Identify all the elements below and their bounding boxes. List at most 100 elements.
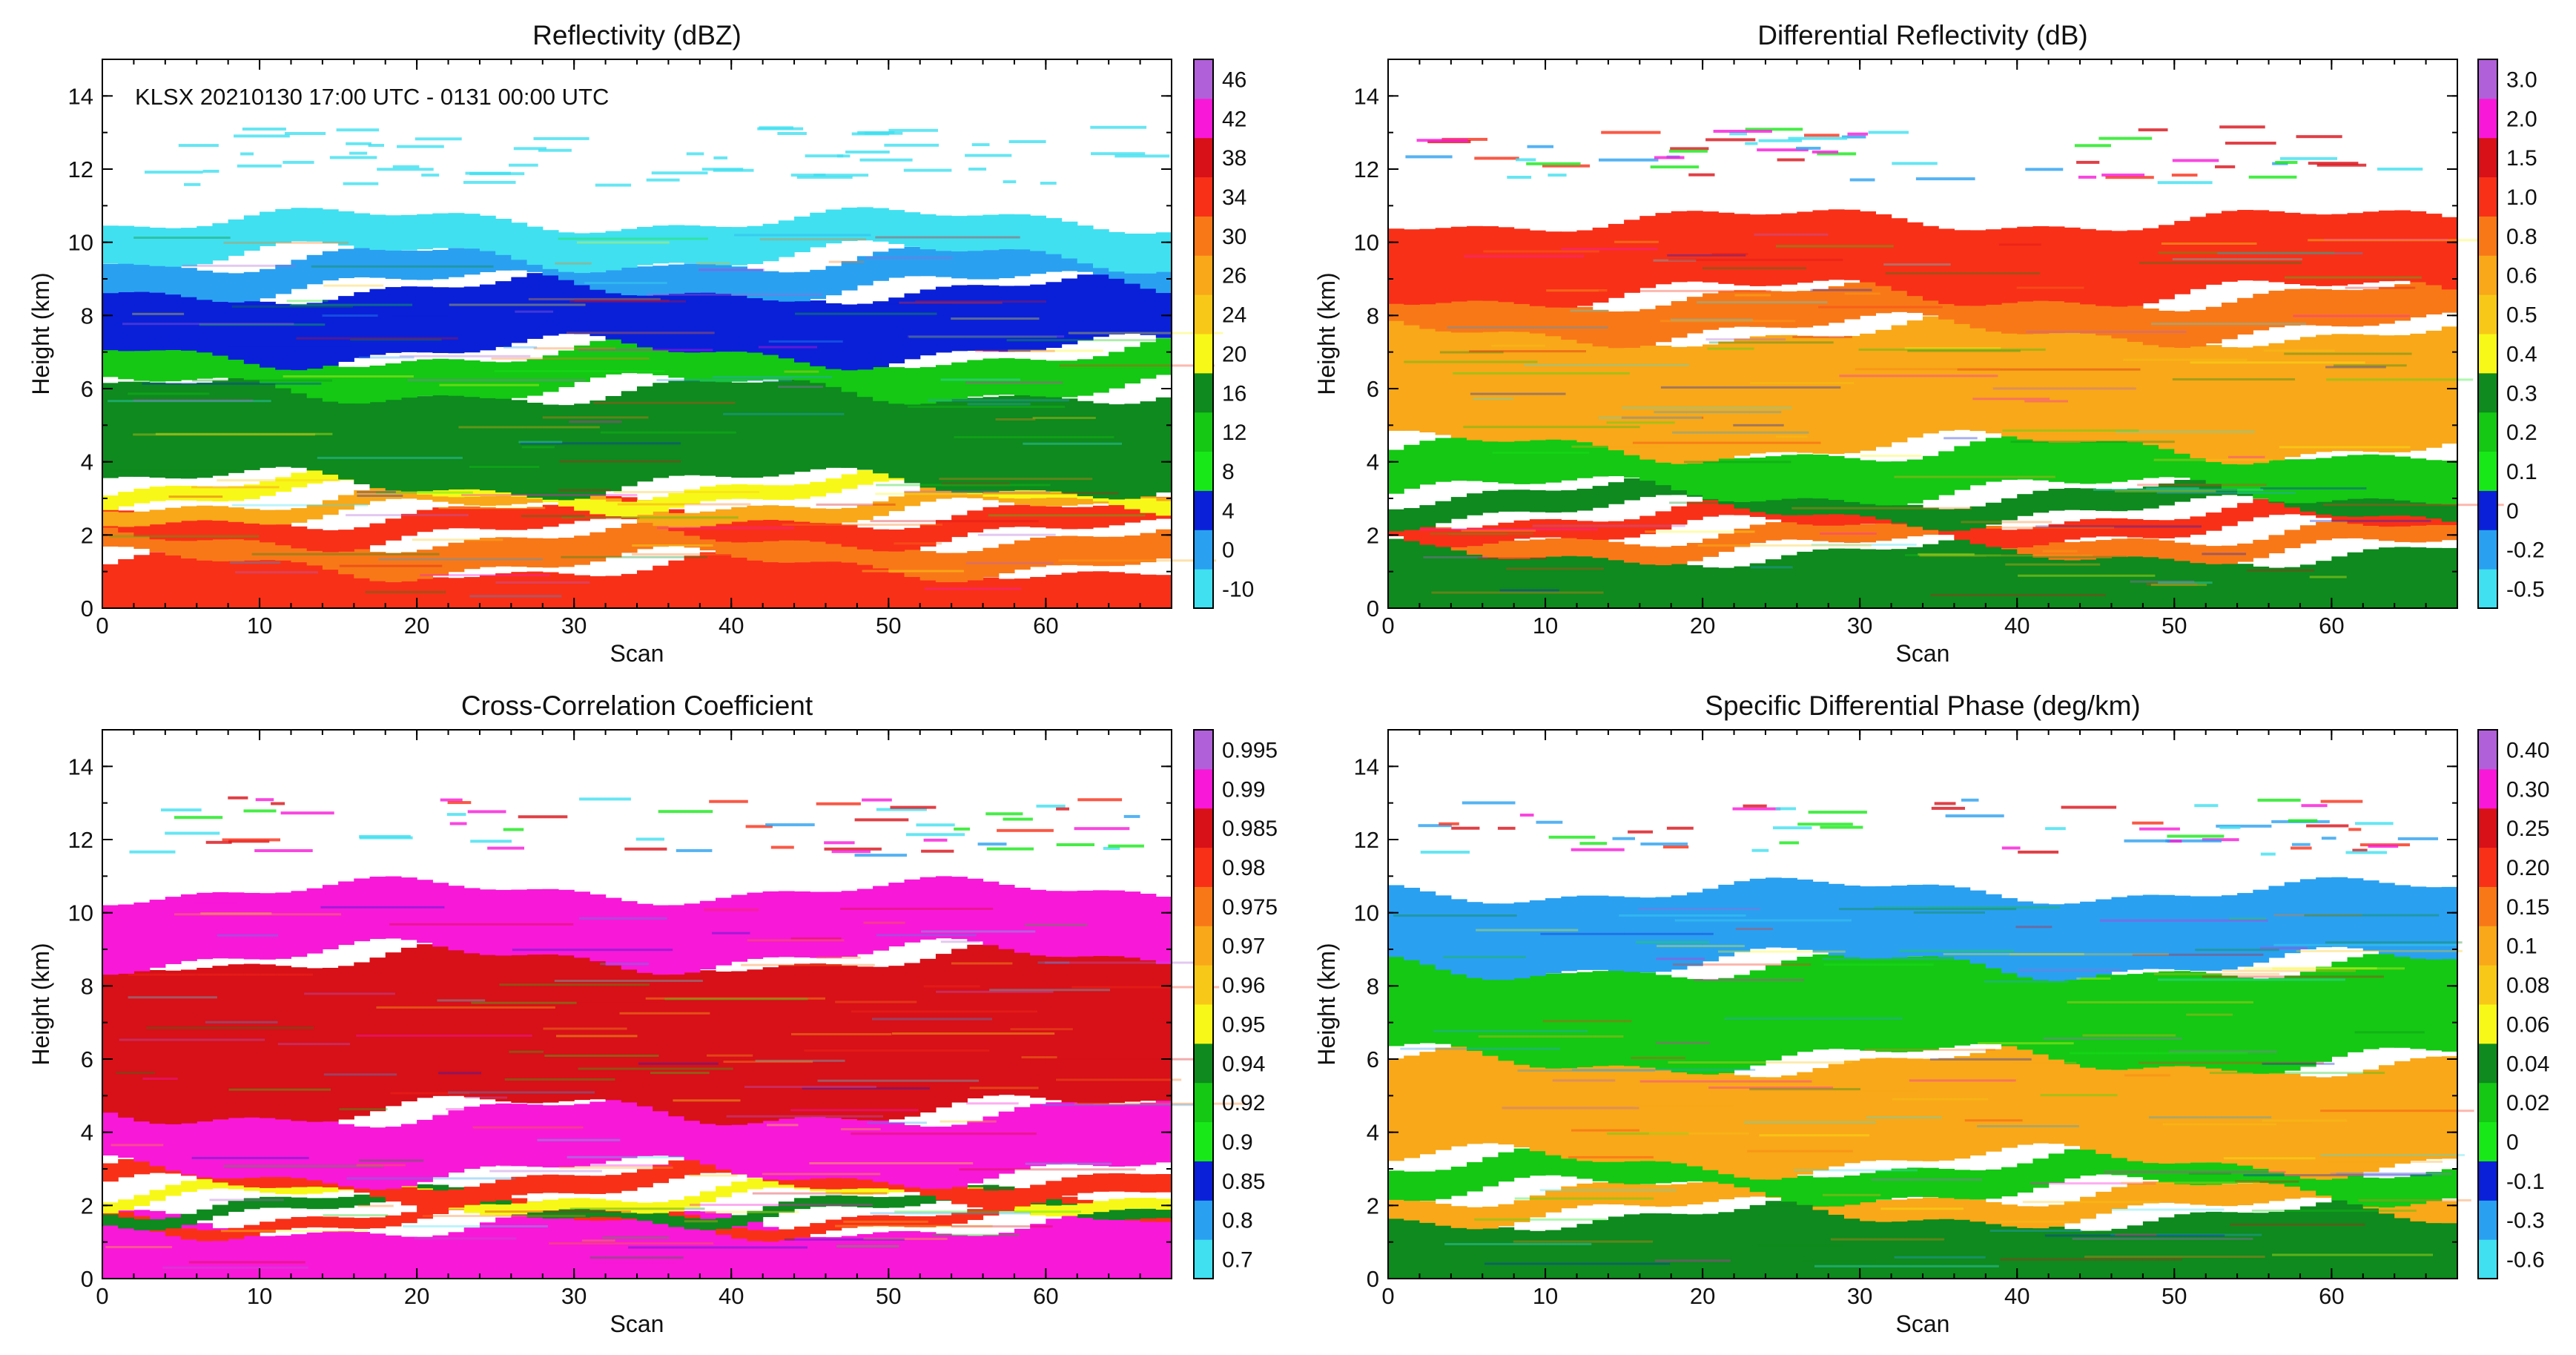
echo-layer-cell xyxy=(1092,890,1109,956)
echo-streak xyxy=(2188,1172,2232,1175)
echo-layer-cell xyxy=(2425,547,2443,608)
colorbar-segment xyxy=(1194,177,1213,217)
echo-layer-cell xyxy=(1404,229,1421,305)
upper-return xyxy=(986,847,1034,851)
echo-streak xyxy=(458,426,600,429)
echo-layer-cell xyxy=(810,212,827,248)
upper-return xyxy=(271,802,285,805)
echo-streak xyxy=(1871,1178,1983,1181)
echo-layer-cell xyxy=(181,284,197,351)
echo-layer-cell xyxy=(322,251,339,281)
upper-return xyxy=(465,171,511,175)
x-tick-label: 0 xyxy=(1381,1283,1394,1309)
echo-layer-cell xyxy=(1624,897,1640,972)
upper-return xyxy=(1745,142,1758,145)
echo-streak xyxy=(1561,248,1658,251)
echo-streak xyxy=(1008,349,1103,352)
echo-layer-cell xyxy=(1797,521,1814,541)
echo-streak xyxy=(600,431,736,434)
echo-layer-cell xyxy=(1450,226,1467,302)
echo-streak xyxy=(875,236,1020,239)
upper-return xyxy=(646,178,680,182)
echo-streak xyxy=(437,999,486,1002)
echo-layer-cell xyxy=(133,1195,151,1207)
echo-layer-cell xyxy=(102,511,119,527)
echo-layer-cell xyxy=(2190,544,2207,564)
echo-streak xyxy=(518,441,563,444)
echo-layer-cell xyxy=(1498,294,1515,332)
upper-return xyxy=(1416,139,1468,142)
echo-streak xyxy=(989,989,1110,992)
echo-layer-cell xyxy=(196,553,214,608)
echo-streak xyxy=(862,570,964,573)
echo-layer-cell xyxy=(637,500,653,515)
echo-streak xyxy=(133,433,316,436)
echo-layer-cell xyxy=(935,395,952,491)
upper-return xyxy=(240,152,254,156)
echo-streak xyxy=(220,1230,369,1233)
echo-layer-cell xyxy=(243,1115,260,1178)
echo-streak xyxy=(1708,1087,1834,1089)
echo-layer-cell xyxy=(574,1206,590,1218)
echo-streak xyxy=(1986,555,2127,558)
echo-layer-cell xyxy=(1671,506,1688,525)
upper-return xyxy=(1757,148,1809,152)
echo-layer-cell xyxy=(2001,228,2018,303)
echo-streak xyxy=(127,376,216,379)
echo-streak xyxy=(528,297,661,300)
echo-layer-cell xyxy=(2032,527,2050,546)
echo-layer-cell xyxy=(2378,522,2395,541)
echo-layer-cell xyxy=(1155,897,1172,964)
echo-layer-cell xyxy=(306,968,323,1122)
echo-streak xyxy=(904,490,1051,493)
echo-layer-cell xyxy=(118,1158,135,1178)
echo-layer-cell xyxy=(463,286,480,353)
y-tick-label: 0 xyxy=(1367,1266,1379,1292)
upper-return xyxy=(2138,128,2168,132)
colorbar-label: 0.96 xyxy=(1222,974,1265,998)
echo-layer-cell xyxy=(1797,454,1814,498)
echo-layer-cell xyxy=(1954,1198,1971,1220)
echo-streak xyxy=(2227,1258,2398,1261)
echo-layer-cell xyxy=(1923,507,1939,530)
echo-layer-cell xyxy=(1014,578,1031,608)
echo-streak xyxy=(193,902,238,905)
echo-layer-cell xyxy=(417,1190,433,1208)
echo-streak xyxy=(2026,331,2187,333)
echo-streak xyxy=(1514,1197,1654,1200)
echo-streak xyxy=(1864,1049,1995,1051)
echo-streak xyxy=(762,1173,881,1176)
echo-layer-cell xyxy=(495,889,512,956)
echo-layer-cell xyxy=(2441,956,2458,1052)
echo-layer-cell xyxy=(1404,949,1421,1044)
echo-layer-cell xyxy=(668,963,685,1117)
upper-return xyxy=(349,151,368,155)
echo-streak xyxy=(1430,533,1533,535)
echo-layer-cell xyxy=(2159,1181,2175,1203)
echo-layer-cell xyxy=(951,397,968,493)
echo-streak xyxy=(376,1006,555,1009)
echo-streak xyxy=(2040,1094,2118,1097)
echo-streak xyxy=(1546,289,1608,292)
echo-layer-cell xyxy=(102,225,119,264)
upper-returns xyxy=(145,125,1170,187)
echo-streak xyxy=(936,990,1054,993)
echo-layer-cell xyxy=(668,225,685,263)
echo-layer-cell xyxy=(1561,303,1578,340)
echo-layer-cell xyxy=(1140,533,1157,563)
echo-layer-cell xyxy=(291,1234,308,1279)
echo-streak xyxy=(1670,318,1753,321)
echo-layer-cell xyxy=(133,285,151,352)
echo-streak xyxy=(1483,250,1599,253)
echo-layer-cell xyxy=(385,952,402,1107)
echo-streak xyxy=(1820,532,1877,535)
echo-layer-cell xyxy=(322,530,339,553)
upper-return xyxy=(1571,848,1625,851)
echo-layer-cell xyxy=(2142,1061,2159,1164)
echo-streak xyxy=(2358,1199,2471,1201)
upper-return xyxy=(759,126,793,130)
echo-layer-cell xyxy=(2111,1228,2128,1279)
echo-layer-cell xyxy=(291,208,308,242)
echo-streak xyxy=(1622,406,1792,409)
echo-layer-cell xyxy=(653,1164,670,1184)
